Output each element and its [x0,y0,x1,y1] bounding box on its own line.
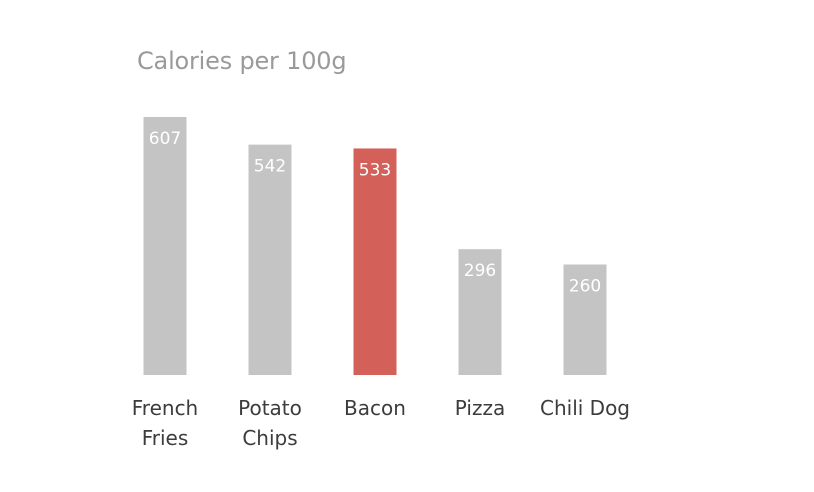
category-label-1-line-1: Chips [242,426,297,450]
chart-title: Calories per 100g [137,47,347,75]
category-label-3: Pizza [455,396,505,420]
category-label-4-line-0: Chili Dog [540,396,630,420]
bar-1 [248,144,292,375]
category-label-3-line-0: Pizza [455,396,505,420]
value-label-0: 607 [149,129,181,149]
category-label-1: Potato Chips [238,396,302,450]
value-label-2: 533 [359,160,391,180]
category-label-4: Chili Dog [540,396,630,420]
value-label-1: 542 [254,157,286,177]
value-labels-group: 607 542 533 296 260 [149,129,601,296]
category-label-0-line-0: French [132,396,198,420]
value-label-3: 296 [464,261,496,281]
bar-2 [353,148,397,375]
bar-0 [143,117,187,375]
category-label-2-line-0: Bacon [344,396,406,420]
bar-4 [563,264,607,375]
bar-3 [458,249,502,375]
category-label-1-line-0: Potato [238,396,302,420]
category-labels-group: French Fries Potato Chips Bacon Pizza Chili Do… [132,396,630,450]
category-label-2: Bacon [344,396,406,420]
category-label-0-line-1: Fries [142,426,189,450]
category-label-0: French Fries [132,396,198,450]
bars-group [143,117,607,375]
value-label-4: 260 [569,276,601,296]
